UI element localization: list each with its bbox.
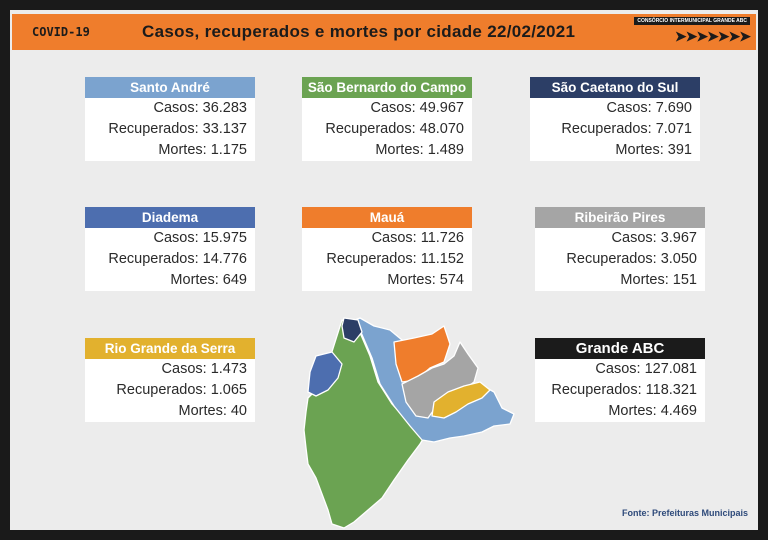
region-name: Grande ABC xyxy=(535,338,705,359)
deaths-value: Mortes: 574 xyxy=(387,272,464,288)
recovered-value: Recuperados: 118.321 xyxy=(551,382,697,398)
city-name: São Bernardo do Campo xyxy=(302,77,472,98)
cases-value: Casos: 49.967 xyxy=(370,100,464,116)
cases-value: Casos: 11.726 xyxy=(371,230,464,246)
page-title: Casos, recuperados e mortes por cidade 2… xyxy=(142,22,576,41)
city-card-ribeirao-pires: Ribeirão Pires Casos: 3.967 Recuperados:… xyxy=(535,207,705,291)
recovered-value: Recuperados: 33.137 xyxy=(108,121,247,137)
map-region-diadema xyxy=(307,351,343,397)
city-name: São Caetano do Sul xyxy=(530,77,700,98)
recovered-value: Recuperados: 7.071 xyxy=(561,121,692,137)
city-name: Diadema xyxy=(85,207,255,228)
logo-arrows-icon: ➤➤➤➤➤➤➤ xyxy=(674,28,751,44)
cases-value: Casos: 7.690 xyxy=(606,100,692,116)
region-card-grande-abc: Grande ABC Casos: 127.081 Recuperados: 1… xyxy=(535,338,705,422)
deaths-value: Mortes: 151 xyxy=(620,272,697,288)
deaths-value: Mortes: 4.469 xyxy=(608,403,697,419)
city-name: Santo André xyxy=(85,77,255,98)
recovered-value: Recuperados: 3.050 xyxy=(566,251,697,267)
map-region-maua xyxy=(393,325,451,383)
deaths-value: Mortes: 1.175 xyxy=(158,142,247,158)
cases-value: Casos: 36.283 xyxy=(153,100,247,116)
map-region-ribeirao-pires xyxy=(401,341,479,419)
source-note: Fonte: Prefeituras Municipais xyxy=(621,508,748,518)
recovered-value: Recuperados: 48.070 xyxy=(325,121,464,137)
city-card-maua: Mauá Casos: 11.726 Recuperados: 11.152 M… xyxy=(302,207,472,291)
cases-value: Casos: 3.967 xyxy=(611,230,697,246)
cases-value: Casos: 1.473 xyxy=(161,361,247,377)
city-card-rio-grande-da-serra: Rio Grande da Serra Casos: 1.473 Recuper… xyxy=(85,338,255,422)
cases-value: Casos: 127.081 xyxy=(595,361,697,377)
covid-tag: COVID-19 xyxy=(32,25,90,39)
city-card-santo-andre: Santo André Casos: 36.283 Recuperados: 3… xyxy=(85,77,255,161)
map-region-sao-caetano xyxy=(341,317,363,343)
recovered-value: Recuperados: 11.152 xyxy=(326,251,464,267)
grande-abc-map xyxy=(303,317,515,529)
city-name: Mauá xyxy=(302,207,472,228)
deaths-value: Mortes: 40 xyxy=(178,403,248,419)
city-card-sao-bernardo: São Bernardo do Campo Casos: 49.967 Recu… xyxy=(302,77,472,161)
cases-value: Casos: 15.975 xyxy=(153,230,247,246)
deaths-value: Mortes: 1.489 xyxy=(375,142,464,158)
city-name: Ribeirão Pires xyxy=(535,207,705,228)
deaths-value: Mortes: 649 xyxy=(170,272,247,288)
city-card-sao-caetano: São Caetano do Sul Casos: 7.690 Recupera… xyxy=(530,77,700,161)
recovered-value: Recuperados: 1.065 xyxy=(116,382,247,398)
header-bar: COVID-19 Casos, recuperados e mortes por… xyxy=(12,14,756,50)
consortium-logo: CONSÓRCIO INTERMUNICIPAL GRANDE ABC ➤➤➤➤… xyxy=(634,14,756,50)
deaths-value: Mortes: 391 xyxy=(615,142,692,158)
logo-text: CONSÓRCIO INTERMUNICIPAL GRANDE ABC xyxy=(634,17,750,25)
recovered-value: Recuperados: 14.776 xyxy=(108,251,247,267)
map-region-rio-grande-da-serra xyxy=(431,381,491,419)
city-name: Rio Grande da Serra xyxy=(85,338,255,359)
city-card-diadema: Diadema Casos: 15.975 Recuperados: 14.77… xyxy=(85,207,255,291)
